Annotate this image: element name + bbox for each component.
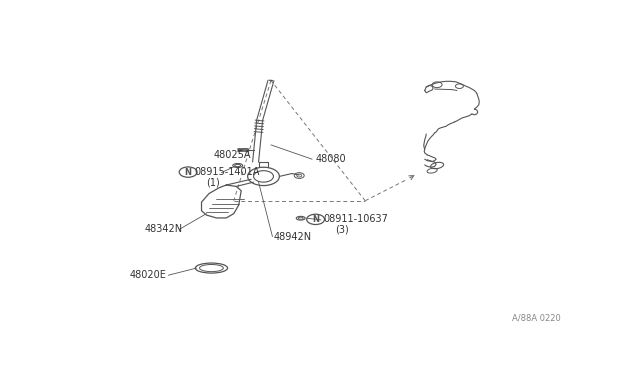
Text: 08915-1401A: 08915-1401A bbox=[194, 167, 259, 177]
Text: 48080: 48080 bbox=[316, 154, 346, 164]
Text: 48942N: 48942N bbox=[273, 231, 312, 241]
Text: 48342N: 48342N bbox=[145, 224, 182, 234]
Text: (3): (3) bbox=[335, 224, 349, 234]
Text: (1): (1) bbox=[207, 177, 220, 187]
Text: N: N bbox=[184, 168, 191, 177]
Text: 48025A: 48025A bbox=[214, 150, 252, 160]
Text: N: N bbox=[312, 215, 319, 224]
Text: 08911-10637: 08911-10637 bbox=[323, 214, 388, 224]
Text: A/88A 0220: A/88A 0220 bbox=[513, 314, 561, 323]
Text: 48020E: 48020E bbox=[129, 270, 166, 280]
